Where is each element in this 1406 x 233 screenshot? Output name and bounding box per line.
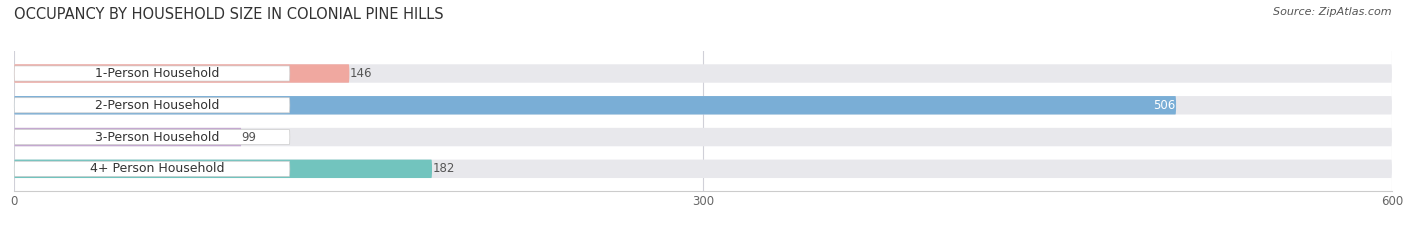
Text: 182: 182 bbox=[432, 162, 454, 175]
FancyBboxPatch shape bbox=[14, 98, 290, 113]
Text: 99: 99 bbox=[242, 130, 257, 144]
FancyBboxPatch shape bbox=[14, 130, 290, 145]
FancyBboxPatch shape bbox=[14, 128, 1392, 146]
FancyBboxPatch shape bbox=[14, 161, 290, 176]
Text: 146: 146 bbox=[350, 67, 373, 80]
Text: 2-Person Household: 2-Person Household bbox=[96, 99, 219, 112]
FancyBboxPatch shape bbox=[14, 66, 290, 81]
Text: OCCUPANCY BY HOUSEHOLD SIZE IN COLONIAL PINE HILLS: OCCUPANCY BY HOUSEHOLD SIZE IN COLONIAL … bbox=[14, 7, 444, 22]
Text: Source: ZipAtlas.com: Source: ZipAtlas.com bbox=[1274, 7, 1392, 17]
FancyBboxPatch shape bbox=[14, 128, 242, 146]
Text: 506: 506 bbox=[1153, 99, 1175, 112]
FancyBboxPatch shape bbox=[14, 64, 1392, 83]
Text: 1-Person Household: 1-Person Household bbox=[96, 67, 219, 80]
FancyBboxPatch shape bbox=[14, 96, 1392, 114]
Text: 3-Person Household: 3-Person Household bbox=[96, 130, 219, 144]
FancyBboxPatch shape bbox=[14, 160, 432, 178]
FancyBboxPatch shape bbox=[14, 160, 1392, 178]
FancyBboxPatch shape bbox=[14, 64, 349, 83]
FancyBboxPatch shape bbox=[14, 96, 1175, 114]
Text: 4+ Person Household: 4+ Person Household bbox=[90, 162, 225, 175]
